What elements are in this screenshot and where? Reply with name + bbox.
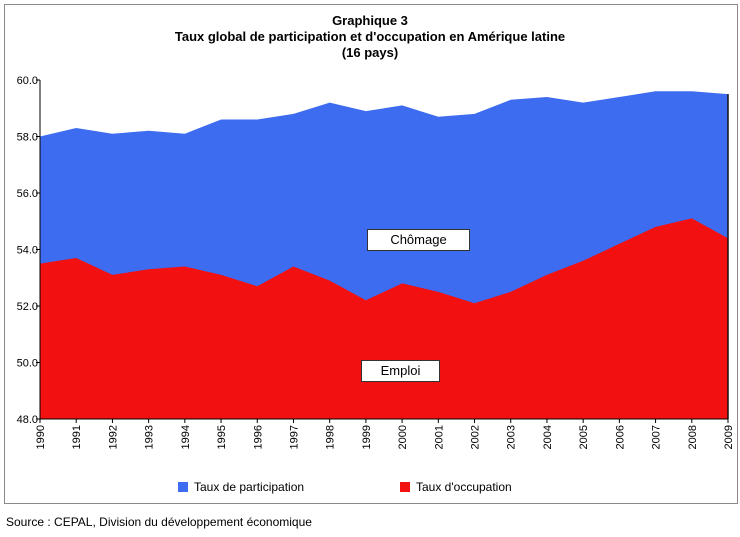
legend-swatch-occupation bbox=[400, 482, 410, 492]
legend-label-occupation: Taux d'occupation bbox=[416, 480, 512, 494]
legend-label-participation: Taux de participation bbox=[194, 480, 305, 494]
y-tick-label: 54.0 bbox=[17, 245, 38, 257]
chart-title: Graphique 3 Taux global de participation… bbox=[0, 13, 740, 61]
y-tick-label: 56.0 bbox=[17, 188, 38, 200]
x-tick-label: 1993 bbox=[144, 425, 156, 449]
title-line-3: (16 pays) bbox=[341, 45, 399, 60]
x-tick-label: 2008 bbox=[687, 425, 699, 449]
title-line-1: Graphique 3 bbox=[332, 13, 408, 28]
x-tick-label: 1990 bbox=[35, 425, 47, 449]
title-line-2: Taux global de participation et d'occupa… bbox=[174, 29, 566, 44]
x-tick-label: 2009 bbox=[723, 425, 735, 449]
x-tick-label: 1998 bbox=[325, 425, 337, 449]
x-tick-label: 2001 bbox=[433, 425, 445, 449]
x-tick-label: 2006 bbox=[614, 425, 626, 449]
x-tick-label: 1994 bbox=[180, 425, 192, 449]
y-tick-label: 52.0 bbox=[17, 301, 38, 313]
y-tick-label: 48.0 bbox=[17, 414, 38, 426]
x-tick-label: 2000 bbox=[397, 425, 409, 449]
x-tick-label: 1996 bbox=[252, 425, 264, 449]
x-tick-label: 1997 bbox=[288, 425, 300, 449]
y-tick-label: 58.0 bbox=[17, 132, 38, 144]
legend-swatch-participation bbox=[178, 482, 188, 492]
x-tick-label: 2002 bbox=[470, 425, 482, 449]
legend-item-occupation: Taux d'occupation bbox=[400, 480, 512, 494]
x-tick-label: 2004 bbox=[542, 425, 554, 449]
series-area-occupation bbox=[40, 218, 728, 419]
chomage-label: Chômage bbox=[367, 229, 470, 251]
x-tick-label: 2007 bbox=[651, 425, 663, 449]
x-tick-label: 1995 bbox=[216, 425, 228, 449]
x-tick-label: 1991 bbox=[71, 425, 83, 449]
x-tick-label: 2005 bbox=[578, 425, 590, 449]
legend-item-participation: Taux de participation bbox=[178, 480, 304, 494]
x-tick-label: 1999 bbox=[361, 425, 373, 449]
x-tick-label: 1992 bbox=[107, 425, 119, 449]
y-tick-label: 50.0 bbox=[17, 358, 38, 370]
source-note: Source : CEPAL, Division du développemen… bbox=[6, 515, 312, 529]
y-tick-label: 60.0 bbox=[17, 75, 38, 87]
emploi-label: Emploi bbox=[361, 360, 440, 382]
x-tick-label: 2003 bbox=[506, 425, 518, 449]
